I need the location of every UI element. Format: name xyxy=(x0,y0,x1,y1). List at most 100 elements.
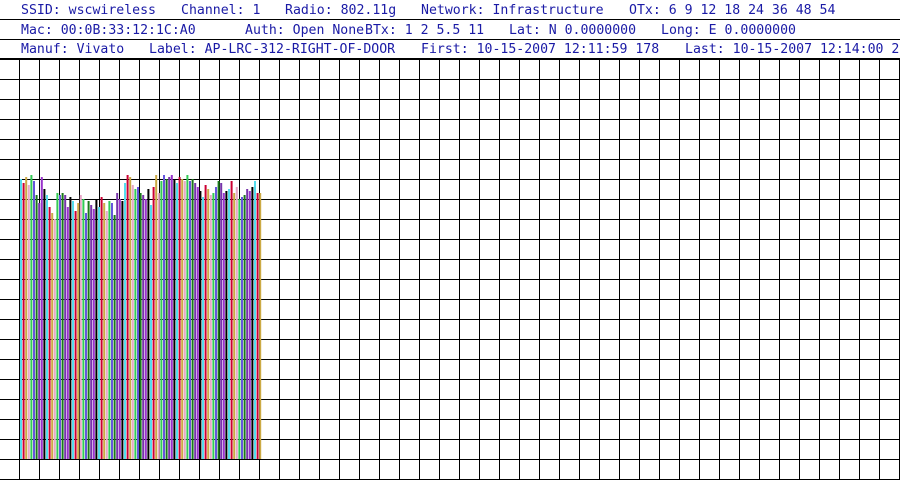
signal-bar xyxy=(85,213,87,459)
signal-bar xyxy=(95,199,98,459)
signal-bar xyxy=(33,181,35,459)
signal-bar xyxy=(111,203,113,459)
signal-bar xyxy=(181,179,184,459)
signal-bar xyxy=(116,193,119,459)
signal-bar xyxy=(150,205,152,459)
signal-bar xyxy=(103,203,106,459)
signal-bar xyxy=(178,177,181,459)
signal-bar xyxy=(209,195,212,459)
signal-bar xyxy=(212,193,215,459)
signal-bar xyxy=(43,189,46,459)
signal-bar xyxy=(35,195,38,459)
signal-bar xyxy=(72,201,74,459)
signal-bar xyxy=(98,207,100,459)
signal-bar xyxy=(20,179,22,459)
signal-bar xyxy=(254,181,256,459)
signal-bar xyxy=(69,197,72,459)
signal-bar xyxy=(170,175,173,459)
signal-bar xyxy=(155,175,158,459)
signal-bar xyxy=(61,193,64,459)
btx-rates-field: BTx: 1 2 5.5 11 xyxy=(365,23,485,38)
network-info-row-3: Manuf: Vivato Label: AP-LRC-312-RIGHT-OF… xyxy=(0,41,900,59)
signal-bar xyxy=(53,219,56,459)
signal-bar xyxy=(235,187,238,459)
signal-bar xyxy=(147,189,150,459)
signal-bar xyxy=(124,183,126,459)
signal-bar xyxy=(137,187,139,459)
manufacturer-field: Manuf: Vivato xyxy=(21,42,125,57)
signal-bar xyxy=(220,183,223,459)
signal-bar xyxy=(196,187,199,459)
signal-bar xyxy=(228,189,230,459)
signal-bar xyxy=(79,195,82,459)
signal-bar xyxy=(56,193,59,459)
signal-bar xyxy=(59,195,61,459)
signal-bar xyxy=(25,177,28,459)
signal-bar xyxy=(157,193,160,459)
signal-bar xyxy=(105,211,108,459)
longitude-field: Long: E 0.0000000 xyxy=(661,23,796,38)
network-type-field: Network: Infrastructure xyxy=(421,3,604,18)
signal-bar xyxy=(233,193,236,459)
signal-bar xyxy=(121,201,124,459)
signal-bar xyxy=(139,193,142,459)
signal-bar xyxy=(165,179,168,459)
signal-bar xyxy=(202,197,204,459)
signal-bar xyxy=(144,199,147,459)
signal-bar xyxy=(230,181,233,459)
signal-bar xyxy=(40,177,43,459)
signal-bar xyxy=(251,187,254,459)
latitude-field: Lat: N 0.0000000 xyxy=(509,23,637,38)
signal-bar xyxy=(142,195,145,459)
signal-bar xyxy=(152,187,155,459)
signal-bar xyxy=(160,181,163,459)
signal-bar xyxy=(248,191,251,459)
first-seen-field: First: 10-15-2007 12:11:59 178 xyxy=(421,42,660,57)
signal-bar xyxy=(186,175,189,459)
signal-bar xyxy=(243,195,246,459)
signal-bar xyxy=(225,191,228,459)
signal-bar xyxy=(246,189,249,459)
signal-bar xyxy=(108,201,111,459)
otx-rates-field: OTx: 6 9 12 18 24 36 48 54 xyxy=(629,3,836,18)
signal-bar xyxy=(30,175,33,459)
graph-bars xyxy=(20,175,262,459)
signal-bar xyxy=(207,189,210,459)
signal-bar xyxy=(168,177,171,459)
signal-bar xyxy=(173,179,176,459)
signal-bar xyxy=(113,215,116,459)
signal-bar xyxy=(222,193,225,459)
signal-bar xyxy=(215,187,217,459)
signal-bar xyxy=(194,183,197,459)
signal-bar xyxy=(66,207,69,459)
signal-bar xyxy=(77,203,80,459)
signal-bar xyxy=(90,205,93,459)
signal-bar xyxy=(51,213,54,459)
radio-field: Radio: 802.11g xyxy=(285,3,397,18)
signal-bar xyxy=(129,177,132,459)
label-field: Label: AP-LRC-312-RIGHT-OF-DOOR xyxy=(149,42,396,57)
signal-bar xyxy=(191,179,194,459)
signal-bar xyxy=(92,209,95,459)
last-seen-field: Last: 10-15-2007 12:14:00 2 xyxy=(685,42,900,57)
signal-bar xyxy=(46,195,48,459)
signal-bar xyxy=(204,185,207,459)
ssid-field: SSID: wscwireless xyxy=(21,3,156,18)
signal-bar xyxy=(48,207,51,459)
signal-bar xyxy=(134,189,137,459)
network-info-row-1: SSID: wscwireless Channel: 1 Radio: 802.… xyxy=(0,2,900,20)
signal-bar xyxy=(118,199,121,459)
signal-bar xyxy=(241,197,243,459)
signal-level-graph xyxy=(0,59,900,480)
network-info-row-2: Mac: 00:0B:33:12:1C:A0 Auth: Open None B… xyxy=(0,22,900,40)
signal-bar xyxy=(238,199,241,459)
signal-bar xyxy=(27,185,30,459)
signal-bar xyxy=(217,181,220,459)
signal-bar xyxy=(199,191,202,459)
signal-bar xyxy=(183,181,186,459)
mac-field: Mac: 00:0B:33:12:1C:A0 xyxy=(21,23,196,38)
signal-bar xyxy=(87,201,90,459)
channel-field: Channel: 1 xyxy=(181,3,261,18)
signal-bar xyxy=(189,181,191,459)
